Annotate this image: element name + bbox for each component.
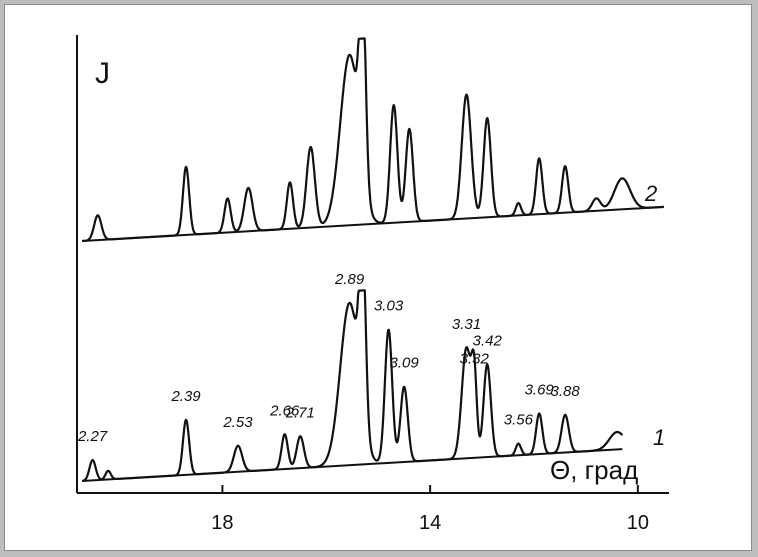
x-axis-label: Θ, град	[550, 455, 638, 485]
peak-label: 3.42	[473, 332, 503, 349]
peak-label: 3.31	[452, 316, 481, 333]
peak-label: 2.71	[285, 404, 315, 421]
peak-label: 2.66	[269, 402, 300, 419]
x-ticks: 18 14 10	[211, 485, 649, 534]
baseline-series-2	[82, 205, 664, 242]
series-label-2: 2	[644, 181, 657, 206]
peak-label: 3.32	[460, 351, 490, 368]
peak-labels: 1 2.27 2.39 2.53 2.662.71 2.89 3.03 3.09 3.31 3.3…	[77, 181, 665, 450]
x-tick-label: 18	[211, 512, 233, 534]
chart-frame: 18 14 10 1 2.27 2.39 2.53 2.66 2.71 2.89 3.03 3.09…	[4, 4, 752, 551]
curves	[81, 37, 665, 482]
x-tick-label: 10	[627, 512, 649, 534]
y-axis-label: J	[95, 57, 110, 90]
peak-label: 3.69	[525, 382, 555, 399]
peak-label: 2.53	[222, 414, 253, 431]
peak-label: 2.89	[334, 271, 365, 288]
peak-label: 3.09	[390, 355, 420, 372]
x-tick-label: 14	[419, 512, 441, 534]
peak-label: 2.39	[170, 388, 201, 405]
peak-label: 2.27	[77, 428, 108, 445]
peak-label: 3.88	[551, 383, 581, 400]
series-label-1: 1	[653, 425, 665, 450]
xrd-chart: 18 14 10 1 2.27 2.39 2.53 2.662.71 2.89 3.03 3.09…	[76, 35, 669, 534]
peak-label: 3.56	[504, 412, 534, 429]
axes	[76, 35, 669, 494]
curve-series-1	[81, 289, 624, 482]
peak-label: 3.03	[374, 298, 404, 315]
curve-series-2	[81, 37, 665, 243]
